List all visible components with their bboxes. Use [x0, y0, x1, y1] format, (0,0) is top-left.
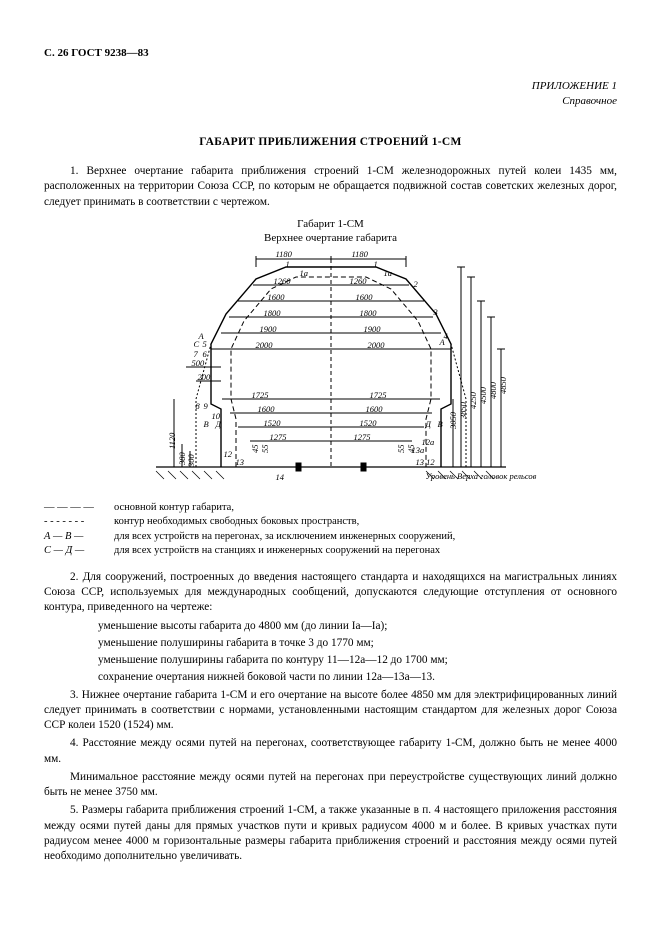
dim-1800-l: 1800	[264, 308, 281, 319]
pt-D-l: Д	[216, 419, 221, 430]
h-4850: 4850	[498, 377, 509, 394]
dim-1725-l: 1725	[252, 390, 269, 401]
legend: — — — —основной контур габарита, - - - -…	[44, 501, 617, 558]
pt-1a-l: 1a	[300, 268, 309, 279]
section-title: ГАБАРИТ ПРИБЛИЖЕНИЯ СТРОЕНИЙ 1-СМ	[44, 135, 617, 151]
pt-2: 2	[414, 279, 418, 290]
para-2: 2. Для сооружений, построенных до введен…	[44, 570, 617, 616]
dim-1520-l: 1520	[264, 418, 281, 429]
dim-1520-r: 1520	[360, 418, 377, 429]
dim-1600-r: 1600	[356, 292, 373, 303]
figure: 1180 1180 1260 1260 1600 1600 1800 1800 …	[126, 249, 536, 495]
legend-text-4: для всех устройств на станциях и инженер…	[114, 544, 617, 558]
dim-1725-r: 1725	[370, 390, 387, 401]
pt-D-r: Д	[426, 419, 431, 430]
appendix-line2: Справочное	[44, 94, 617, 109]
para-1: 1. Верхнее очертание габарита приближени…	[44, 164, 617, 210]
pt-12l: 12	[224, 449, 233, 460]
dim-1260-r: 1260	[350, 276, 367, 287]
pt-1-l: 1	[286, 259, 290, 270]
legend-key-4: С — Д —	[44, 544, 114, 558]
pt-1a-r: 1a	[384, 268, 393, 279]
pt-B-l: B	[204, 419, 209, 430]
dim-1600-l: 1600	[268, 292, 285, 303]
dim-1260-l: 1260	[274, 276, 291, 287]
pt-A-r: A	[440, 337, 445, 348]
h-1120: 1120	[167, 433, 178, 449]
dim-2000-r: 2000	[368, 340, 385, 351]
page: С. 26 ГОСТ 9238—83 ПРИЛОЖЕНИЕ 1 Справочн…	[0, 0, 661, 936]
para-4b: Минимальное расстояние между осями путей…	[44, 770, 617, 801]
dim-1600b-r: 1600	[366, 404, 383, 415]
para-4: 4. Расстояние между осями путей на перег…	[44, 736, 617, 767]
dim-1275-l: 1275	[270, 432, 287, 443]
h-300: 300	[186, 455, 197, 468]
para-2c: уменьшение полуширины габарита по контур…	[44, 653, 617, 668]
pt-12a-r: 12a	[422, 437, 435, 448]
para-5: 5. Размеры габарита приближения строений…	[44, 803, 617, 864]
pt-6: 6	[203, 349, 207, 360]
dim-2000-l: 2000	[256, 340, 273, 351]
dim-1900-l: 1900	[260, 324, 277, 335]
legend-text-2: контур необходимых свободных боковых про…	[114, 515, 617, 529]
figure-caption: Габарит 1-СМ Верхнее очертание габарита	[44, 218, 617, 246]
rail-level-note: Уровень Верха головок рельсов	[426, 471, 537, 482]
page-header: С. 26 ГОСТ 9238—83	[44, 46, 617, 61]
pt-14: 14	[276, 472, 285, 483]
pt-9: 9	[204, 401, 208, 412]
dim-1600b-l: 1600	[258, 404, 275, 415]
pt-13l: 13	[236, 457, 245, 468]
legend-text-3: для всех устройств на перегонах, за искл…	[114, 530, 617, 544]
dim-1800-r: 1800	[360, 308, 377, 319]
fig-caption-1: Габарит 1-СМ	[297, 218, 364, 230]
dim-1900-r: 1900	[364, 324, 381, 335]
legend-text-1: основной контур габарита,	[114, 501, 617, 515]
legend-key-1: — — — —	[44, 501, 114, 515]
dim-1180-r: 1180	[352, 249, 368, 260]
pt-8: 8	[196, 401, 200, 412]
para-2b: уменьшение полуширины габарита в точке 3…	[44, 636, 617, 651]
dim-200: 200	[198, 372, 211, 383]
para-2a: уменьшение высоты габарита до 4800 мм (д…	[44, 619, 617, 634]
dim-1275-r: 1275	[354, 432, 371, 443]
pt-B-r: В	[438, 419, 443, 430]
legend-key-3: А — В —	[44, 530, 114, 544]
appendix-line1: ПРИЛОЖЕНИЕ 1	[44, 79, 617, 94]
pt-3: 3	[434, 307, 438, 318]
fig-caption-2: Верхнее очертание габарита	[264, 232, 397, 244]
pt-7: 7	[194, 349, 198, 360]
pt-1-r: 1	[374, 259, 378, 270]
pt-55l: 55	[260, 445, 271, 454]
para-2d: сохранение очертания нижней боковой част…	[44, 670, 617, 685]
legend-key-2: - - - - - - -	[44, 515, 114, 529]
pt-1312r: 13 12	[416, 457, 435, 468]
appendix-block: ПРИЛОЖЕНИЕ 1 Справочное	[44, 79, 617, 109]
para-3: 3. Нижнее очертание габарита 1-СМ и его …	[44, 688, 617, 734]
